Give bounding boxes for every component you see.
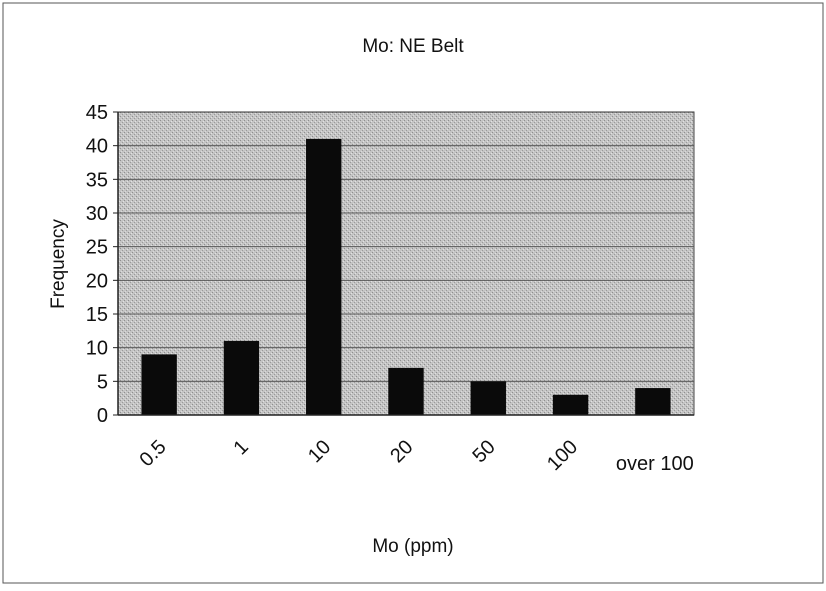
bar <box>388 367 424 415</box>
y-tick-label: 40 <box>86 136 108 158</box>
chart-title: Mo: NE Belt <box>362 36 464 57</box>
y-tick-label: 25 <box>86 237 108 259</box>
y-tick-label: 15 <box>86 304 108 326</box>
y-axis-label: Frequency <box>48 219 69 309</box>
gridlines <box>118 111 694 382</box>
y-tick-label: 10 <box>86 338 108 360</box>
y-tick-label: 45 <box>86 102 108 124</box>
x-axis-label: Mo (ppm) <box>372 536 453 557</box>
bar <box>470 381 506 415</box>
bar <box>306 138 342 415</box>
y-tick-label: 20 <box>86 270 108 292</box>
y-tick-label: 5 <box>97 371 108 393</box>
y-tick-label: 35 <box>86 169 108 191</box>
y-axis-ticks: 0 5 10 15 20 25 30 35 40 45 <box>86 102 118 427</box>
bar <box>635 388 671 415</box>
bar <box>223 340 260 415</box>
plot-area <box>117 111 695 416</box>
bars <box>141 138 671 415</box>
bar <box>552 394 589 415</box>
y-tick-label: 30 <box>86 203 108 225</box>
y-tick-label: 0 <box>97 405 108 427</box>
bar <box>141 354 177 415</box>
x-tick-label: over 100 <box>616 453 694 475</box>
